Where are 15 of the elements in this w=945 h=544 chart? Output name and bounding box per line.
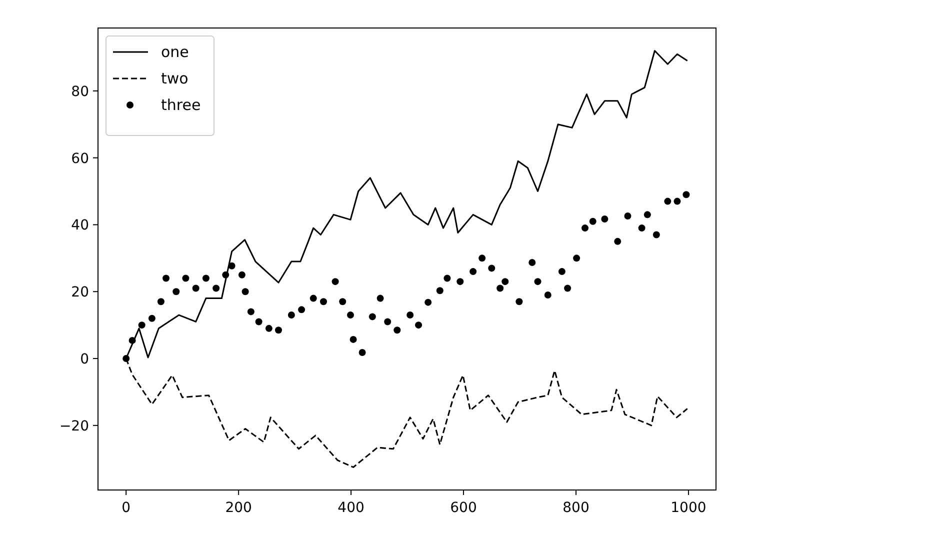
y-tick-label: 40 xyxy=(71,218,89,234)
x-tick-label: 0 xyxy=(122,500,131,516)
y-tick-label: 80 xyxy=(71,84,89,100)
legend-label: one xyxy=(161,43,189,61)
x-tick-label: 600 xyxy=(450,500,477,516)
legend-label: two xyxy=(161,70,188,88)
x-tick-label: 400 xyxy=(338,500,364,516)
y-tick-label: 20 xyxy=(71,284,89,301)
y-tick-label: 0 xyxy=(80,352,89,368)
y-tick-label: 60 xyxy=(71,150,89,167)
x-tick-label: 200 xyxy=(225,500,252,516)
x-tick-label: 800 xyxy=(562,500,590,516)
x-tick-label: 1000 xyxy=(670,500,706,516)
y-tick-label: −20 xyxy=(59,418,89,434)
legend-label: three xyxy=(161,96,201,114)
